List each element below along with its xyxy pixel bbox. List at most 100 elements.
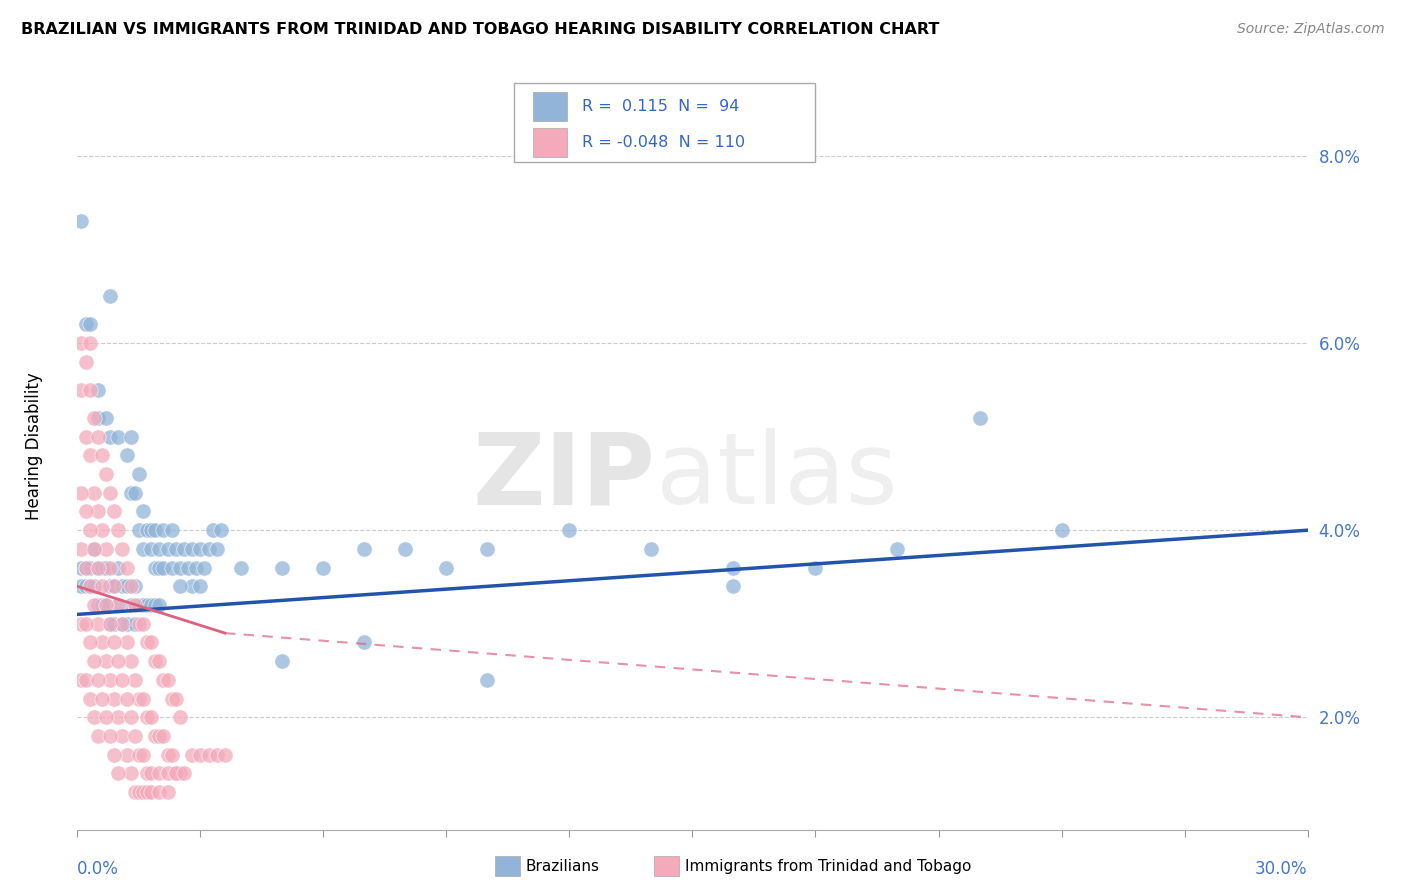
Point [94, 411, 117, 425]
Point [111, 729, 134, 743]
Point [148, 729, 170, 743]
Point [103, 504, 125, 518]
Point [143, 560, 166, 574]
Point [70, 560, 93, 574]
Point [128, 523, 150, 537]
Point [477, 541, 499, 556]
Point [148, 785, 170, 799]
Point [79, 318, 101, 332]
Point [193, 560, 215, 574]
Point [141, 598, 163, 612]
Point [87, 598, 110, 612]
FancyBboxPatch shape [533, 92, 567, 120]
Point [115, 691, 138, 706]
Point [79, 560, 101, 574]
Point [124, 616, 146, 631]
Point [132, 598, 155, 612]
Point [75, 318, 97, 332]
Point [181, 747, 204, 762]
Point [90, 635, 114, 649]
Point [111, 616, 134, 631]
Point [111, 673, 134, 687]
Point [128, 691, 150, 706]
Point [83, 411, 105, 425]
Point [75, 430, 97, 444]
Point [148, 766, 170, 780]
Point [90, 598, 114, 612]
Point [70, 214, 93, 228]
Text: 30.0%: 30.0% [1256, 860, 1308, 879]
Point [98, 673, 121, 687]
Point [103, 579, 125, 593]
Point [103, 747, 125, 762]
Point [94, 654, 117, 668]
Point [87, 729, 110, 743]
Point [128, 785, 150, 799]
Point [141, 523, 163, 537]
Point [197, 747, 219, 762]
Point [83, 710, 105, 724]
Point [165, 766, 187, 780]
Point [141, 541, 163, 556]
Point [79, 579, 101, 593]
Point [103, 691, 125, 706]
Point [160, 560, 183, 574]
Point [169, 710, 191, 724]
Text: R =  0.115  N =  94: R = 0.115 N = 94 [582, 99, 740, 114]
Point [75, 504, 97, 518]
Point [141, 785, 163, 799]
Point [107, 654, 129, 668]
Point [477, 673, 499, 687]
Point [120, 654, 142, 668]
Point [87, 616, 110, 631]
Point [136, 635, 159, 649]
Point [132, 691, 155, 706]
Point [87, 430, 110, 444]
Point [136, 710, 159, 724]
Point [70, 616, 93, 631]
Point [188, 579, 212, 593]
Point [94, 467, 117, 481]
Point [148, 654, 170, 668]
Point [128, 598, 150, 612]
Point [70, 673, 93, 687]
Point [115, 560, 138, 574]
Point [94, 710, 117, 724]
Point [98, 485, 121, 500]
Point [87, 411, 110, 425]
Point [152, 673, 174, 687]
Point [132, 616, 155, 631]
Point [94, 541, 117, 556]
Point [132, 747, 155, 762]
Point [98, 289, 121, 303]
Point [160, 523, 183, 537]
Point [188, 747, 212, 762]
Point [124, 729, 146, 743]
Point [173, 541, 195, 556]
Point [152, 729, 174, 743]
Point [205, 541, 228, 556]
Point [98, 729, 121, 743]
Point [143, 598, 166, 612]
Point [83, 598, 105, 612]
Point [79, 336, 101, 351]
Point [173, 766, 195, 780]
Point [115, 616, 138, 631]
Point [90, 691, 114, 706]
Point [79, 383, 101, 397]
Point [70, 541, 93, 556]
Point [188, 541, 212, 556]
Point [124, 579, 146, 593]
Point [177, 560, 200, 574]
Point [394, 541, 416, 556]
Point [79, 691, 101, 706]
Point [107, 523, 129, 537]
Point [120, 579, 142, 593]
Point [886, 541, 908, 556]
Point [156, 541, 179, 556]
Point [271, 654, 294, 668]
Point [70, 485, 93, 500]
Point [107, 560, 129, 574]
Point [83, 485, 105, 500]
Point [723, 560, 745, 574]
